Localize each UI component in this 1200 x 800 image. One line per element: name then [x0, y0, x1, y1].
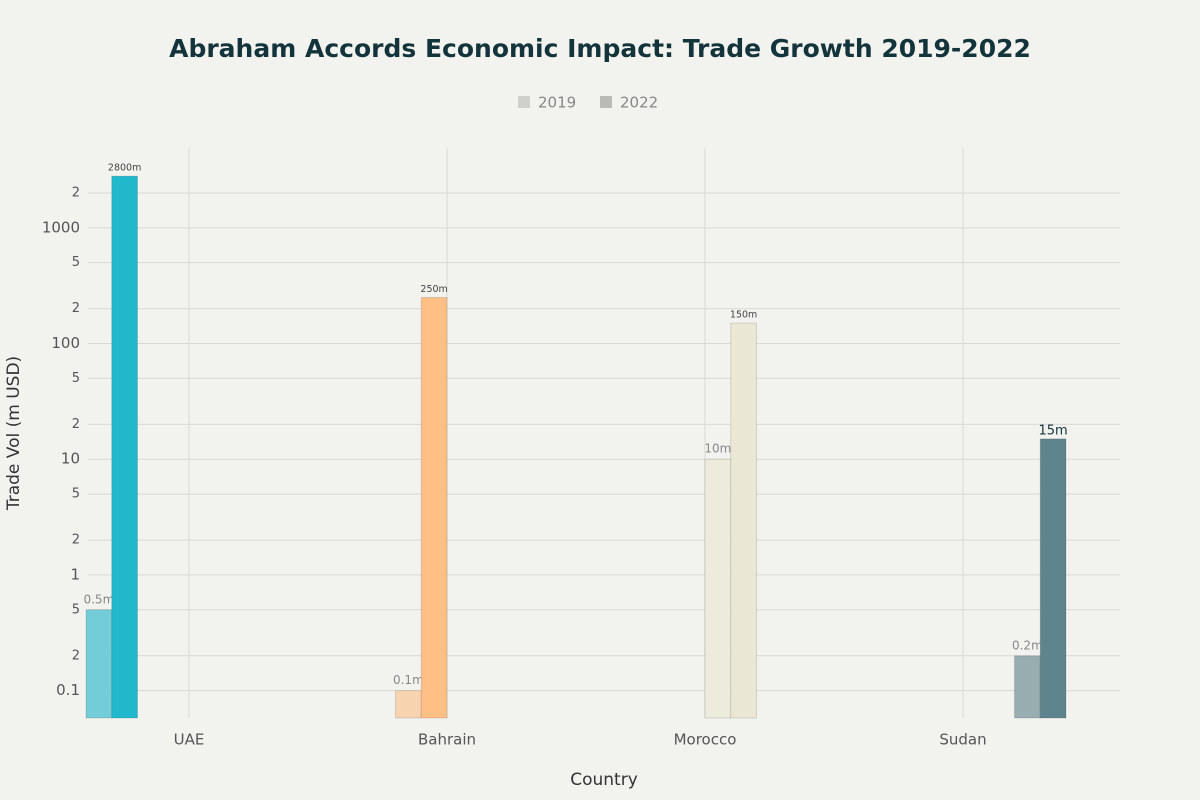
y-tick-label: 1000 [42, 218, 80, 236]
data-label: 0.2m [1012, 638, 1043, 652]
data-label: 0.5m [83, 592, 114, 606]
x-tick-label: UAE [174, 731, 205, 749]
bar [395, 690, 422, 719]
y-tick-label: 10 [61, 450, 80, 468]
data-label: 150m [730, 310, 757, 321]
bar [420, 297, 448, 719]
data-label: 10m [704, 442, 731, 456]
y-tick-label: 1 [70, 565, 80, 583]
y-tick-label: 2 [72, 186, 80, 201]
bar [1014, 655, 1041, 719]
bar [730, 322, 757, 719]
y-tick-label: 5 [72, 255, 80, 270]
legend-label: 2022 [620, 94, 658, 112]
x-tick-label: Sudan [939, 731, 986, 749]
x-tick-label: Morocco [674, 731, 737, 749]
chart-title: Abraham Accords Economic Impact: Trade G… [169, 34, 1031, 63]
bar [111, 175, 138, 719]
y-tick-label: 2 [72, 648, 80, 663]
y-tick-label: 5 [72, 602, 80, 617]
bar [704, 458, 732, 719]
y-axis-title: Trade Vol (m USD) [4, 356, 24, 511]
y-tick-label: 100 [51, 334, 80, 352]
data-label: 0.1m [393, 673, 424, 687]
legend-label: 2019 [538, 94, 576, 112]
bar [1039, 438, 1067, 719]
y-tick-label: 0.1 [56, 681, 80, 699]
y-tick-label: 5 [72, 487, 80, 502]
y-tick-label: 2 [72, 533, 80, 548]
bar [85, 609, 113, 719]
x-tick-label: Bahrain [418, 731, 476, 749]
y-tick-label: 2 [72, 417, 80, 432]
x-axis-title: Country [570, 770, 638, 790]
data-label: 15m [1039, 423, 1068, 438]
y-tick-label: 5 [72, 371, 80, 386]
legend-swatch [518, 96, 530, 108]
data-label: 2800m [108, 163, 141, 174]
y-tick-label: 2 [72, 301, 80, 316]
legend-swatch [600, 96, 612, 108]
data-label: 250m [420, 284, 447, 295]
legend: 2019 2022 [518, 94, 658, 112]
